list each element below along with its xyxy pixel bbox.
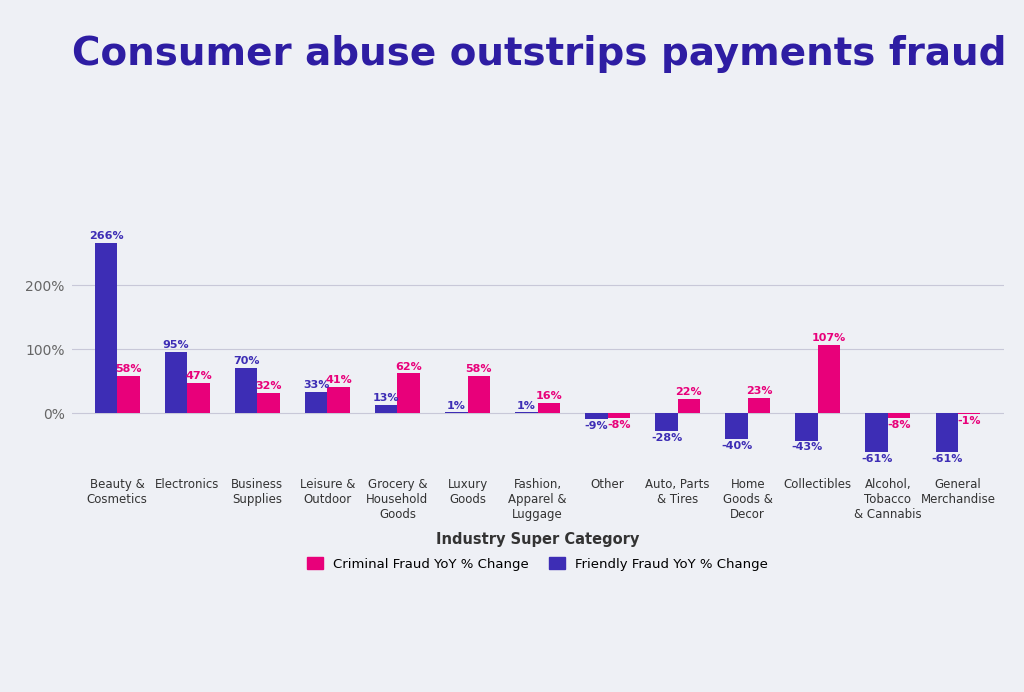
Text: 33%: 33%	[303, 380, 330, 390]
Bar	[95, 243, 117, 413]
Text: -61%: -61%	[931, 454, 963, 464]
Text: 16%: 16%	[536, 391, 562, 401]
Bar	[305, 392, 328, 413]
Bar	[888, 413, 910, 418]
Bar	[865, 413, 888, 452]
Bar	[748, 399, 770, 413]
Text: 22%: 22%	[676, 387, 702, 397]
Text: 58%: 58%	[466, 364, 492, 374]
Text: -8%: -8%	[607, 420, 631, 430]
Text: 58%: 58%	[115, 364, 141, 374]
X-axis label: Industry Super Category: Industry Super Category	[436, 531, 639, 547]
Text: 13%: 13%	[373, 393, 399, 403]
Bar	[375, 405, 397, 413]
Text: -1%: -1%	[957, 416, 981, 426]
Legend: Criminal Fraud YoY % Change, Friendly Fraud YoY % Change: Criminal Fraud YoY % Change, Friendly Fr…	[302, 552, 773, 576]
Bar	[725, 413, 748, 439]
Bar	[328, 387, 350, 413]
Text: 47%: 47%	[185, 371, 212, 381]
Text: 266%: 266%	[89, 231, 123, 242]
Text: -28%: -28%	[651, 433, 682, 443]
Bar	[117, 376, 139, 413]
Bar	[796, 413, 818, 441]
Text: 1%: 1%	[446, 401, 466, 410]
Bar	[586, 413, 607, 419]
Text: -8%: -8%	[888, 420, 911, 430]
Text: 70%: 70%	[232, 356, 259, 367]
Bar	[468, 376, 489, 413]
Text: 95%: 95%	[163, 340, 189, 350]
Bar	[655, 413, 678, 431]
Bar	[397, 374, 420, 413]
Bar	[538, 403, 560, 413]
Text: 32%: 32%	[255, 381, 282, 391]
Bar	[818, 345, 841, 413]
Bar	[257, 392, 280, 413]
Bar	[165, 352, 187, 413]
Bar	[607, 413, 630, 418]
Text: 107%: 107%	[812, 333, 846, 343]
Bar	[234, 368, 257, 413]
Bar	[678, 399, 700, 413]
Bar	[936, 413, 958, 452]
Text: Consumer abuse outstrips payments fraud: Consumer abuse outstrips payments fraud	[72, 35, 1007, 73]
Text: 1%: 1%	[517, 401, 536, 410]
Text: -40%: -40%	[721, 441, 753, 450]
Text: -43%: -43%	[791, 442, 822, 453]
Text: 62%: 62%	[395, 361, 422, 372]
Text: 41%: 41%	[326, 375, 352, 385]
Text: -61%: -61%	[861, 454, 892, 464]
Bar	[187, 383, 210, 413]
Text: -9%: -9%	[585, 421, 608, 430]
Text: 23%: 23%	[745, 386, 772, 397]
